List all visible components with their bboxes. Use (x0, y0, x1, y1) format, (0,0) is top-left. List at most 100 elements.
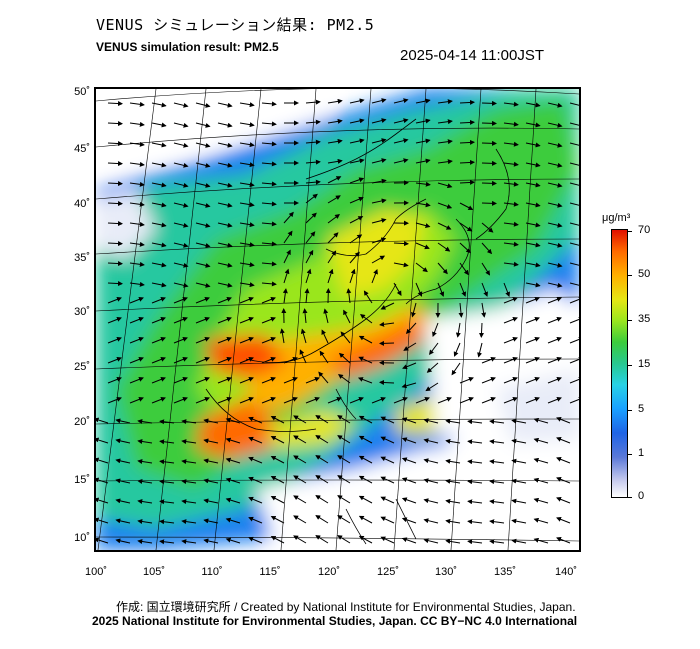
wind-arrow (425, 382, 439, 392)
wind-arrow (337, 475, 351, 484)
wind-arrow (248, 496, 263, 504)
wind-arrow (129, 141, 145, 147)
wind-arrow (437, 262, 448, 275)
wind-arrow (107, 357, 122, 364)
wind-arrow (96, 457, 109, 464)
wind-arrow (129, 201, 145, 207)
wind-arrow (338, 374, 351, 384)
wind-arrow (327, 98, 343, 104)
wind-arrow (481, 282, 488, 297)
wind-arrow (239, 142, 255, 148)
wind-arrow (107, 161, 123, 166)
wind-arrow (415, 202, 431, 208)
wind-arrow (283, 211, 294, 224)
wind-arrow (315, 415, 329, 424)
colorbar-tick-label: 5 (638, 403, 645, 415)
wind-arrow (503, 221, 519, 227)
wind-arrow (481, 100, 497, 106)
wind-arrow (173, 122, 189, 128)
wind-arrow (569, 262, 579, 266)
wind-arrow (503, 241, 519, 247)
wind-arrow (107, 241, 123, 246)
wind-arrow (358, 455, 373, 464)
wind-arrow (358, 356, 373, 364)
wind-arrow (115, 538, 131, 544)
wind-arrow (340, 331, 351, 344)
wind-arrow (349, 177, 365, 184)
pm25-concentration-field (96, 89, 579, 550)
wind-arrow (217, 297, 232, 304)
wind-arrow (481, 242, 493, 255)
wind-arrow (337, 415, 351, 424)
wind-arrow (261, 261, 277, 267)
wind-arrow (173, 182, 189, 188)
wind-arrow (525, 242, 541, 248)
wind-arrow (203, 498, 219, 504)
colorbar-tick-mark (627, 231, 632, 232)
wind-arrow (217, 202, 233, 208)
wind-arrow (445, 438, 461, 444)
wind-arrow (358, 475, 373, 484)
wind-arrow (239, 122, 255, 128)
wind-arrow (270, 516, 285, 524)
wind-arrow (547, 317, 562, 324)
wind-arrow (455, 322, 461, 338)
wind-arrow (401, 477, 417, 484)
wind-arrow (305, 193, 318, 204)
wind-arrow (270, 536, 285, 544)
wind-arrow (371, 118, 387, 124)
wind-arrow (96, 537, 109, 544)
wind-arrow (380, 416, 395, 424)
wind-arrow (225, 417, 241, 424)
wind-arrow (173, 282, 189, 288)
wind-arrow (459, 262, 469, 276)
wind-arrow (107, 377, 122, 384)
wind-arrow (283, 268, 290, 284)
wind-arrow (358, 415, 373, 424)
wind-arrow (315, 455, 329, 464)
wind-arrow (137, 499, 153, 504)
wind-arrow (293, 535, 307, 544)
wind-arrow (173, 102, 189, 108)
wind-arrow (137, 539, 153, 544)
wind-arrow (489, 439, 505, 445)
wind-arrow (315, 435, 329, 444)
wind-arrow (459, 282, 467, 297)
wind-arrow (293, 495, 307, 504)
wind-arrow (423, 458, 439, 464)
wind-arrow (129, 281, 145, 287)
wind-arrow (569, 222, 579, 226)
wind-arrow (415, 158, 431, 164)
wind-arrow (556, 417, 571, 424)
wind-arrow (437, 119, 453, 125)
latitude-label: 40˚ (74, 198, 90, 210)
wind-arrow (511, 458, 527, 464)
wind-arrow (173, 377, 188, 384)
wind-arrow (305, 212, 317, 224)
wind-arrow (569, 202, 579, 206)
wind-arrow (401, 517, 417, 524)
wind-arrow (556, 537, 571, 544)
wind-arrow (217, 162, 233, 168)
wind-arrow (327, 195, 341, 204)
wind-arrow (217, 377, 232, 384)
wind-arrow (239, 102, 255, 108)
wind-arrow (459, 222, 473, 232)
wind-arrow (129, 317, 144, 324)
wind-arrow (401, 457, 417, 464)
wind-arrow (467, 439, 483, 445)
wind-arrow (261, 161, 277, 167)
wind-arrow (569, 182, 579, 186)
wind-arrow (107, 317, 122, 324)
wind-arrow (203, 538, 219, 544)
wind-arrow (107, 397, 122, 404)
wind-arrow (393, 262, 409, 268)
wind-arrow (115, 458, 131, 464)
wind-arrow (401, 537, 417, 544)
wind-arrow (270, 436, 285, 444)
wind-arrow (151, 317, 166, 324)
wind-arrow (181, 479, 197, 485)
wind-arrow (261, 201, 277, 207)
wind-arrow (547, 102, 563, 108)
wind-arrow (459, 159, 475, 165)
